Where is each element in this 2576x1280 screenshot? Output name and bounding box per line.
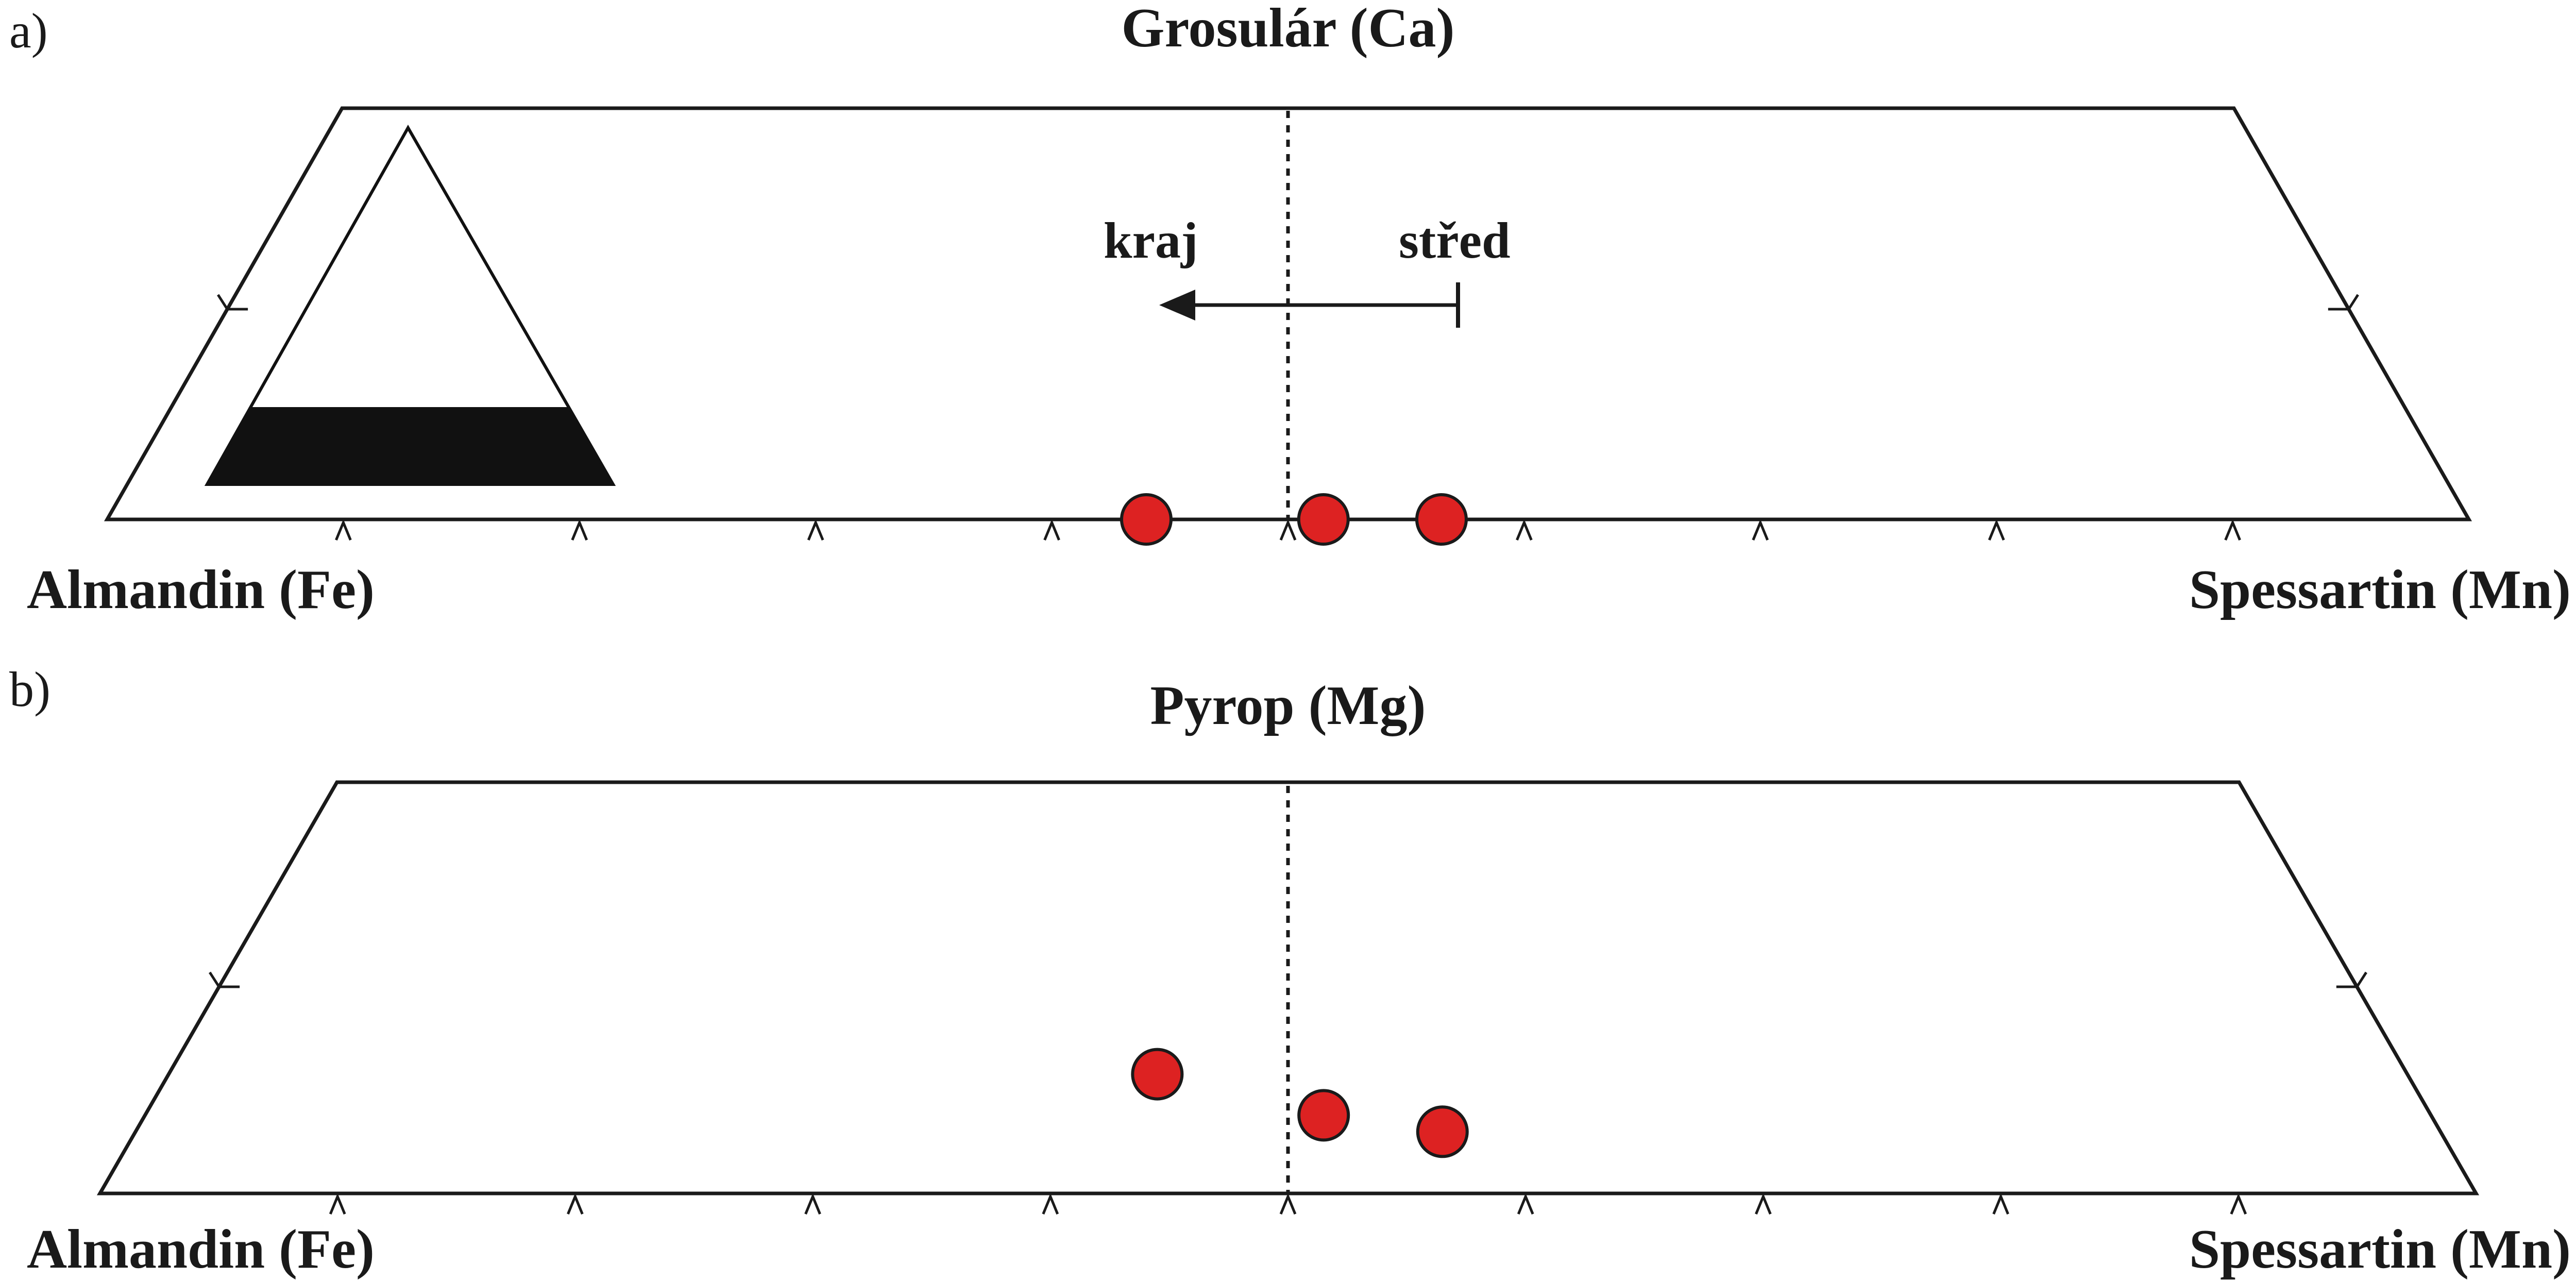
base-tick-mark bbox=[1516, 519, 1533, 541]
data-point bbox=[1120, 493, 1173, 546]
panel-b-label: b) bbox=[9, 662, 50, 717]
panel-a-right-label: Spessartin (Mn) bbox=[2189, 559, 2571, 620]
panel-a: a) Grosulár (Ca) kraj střed Almandin (Fe… bbox=[9, 0, 2571, 620]
base-tick-mark bbox=[2224, 519, 2241, 541]
side-tick-mark bbox=[2336, 971, 2367, 988]
base-tick-mark bbox=[1042, 1193, 1059, 1215]
base-tick-mark bbox=[807, 519, 824, 541]
base-tick-mark bbox=[2230, 1193, 2247, 1215]
panel-b-points bbox=[1131, 1048, 1469, 1158]
panel-a-left-label: Almandin (Fe) bbox=[27, 559, 375, 620]
data-point bbox=[1297, 493, 1350, 546]
arrow-head-icon bbox=[1159, 290, 1195, 321]
inset-triangle-filled-band bbox=[207, 407, 613, 484]
base-tick-mark bbox=[329, 1193, 346, 1215]
base-tick-mark bbox=[1755, 1193, 1772, 1215]
base-tick-mark bbox=[1517, 1193, 1534, 1215]
zoning-arrow: kraj střed bbox=[1104, 212, 1511, 328]
panel-a-ticks bbox=[217, 294, 2359, 541]
base-tick-mark bbox=[1279, 1193, 1297, 1215]
panel-a-apex-label: Grosulár (Ca) bbox=[1122, 0, 1455, 59]
base-tick-mark bbox=[804, 1193, 821, 1215]
data-point bbox=[1297, 1089, 1350, 1142]
panel-b-frame bbox=[96, 780, 2480, 1195]
arrow-end-label: kraj bbox=[1104, 212, 1198, 269]
panel-b-right-label: Spessartin (Mn) bbox=[2189, 1219, 2571, 1280]
panel-b-ticks bbox=[209, 971, 2367, 1215]
base-tick-mark bbox=[335, 519, 352, 541]
base-tick-mark bbox=[1279, 519, 1297, 541]
panel-a-frame bbox=[104, 106, 2472, 521]
data-point bbox=[1416, 1105, 1469, 1158]
panel-b-apex-label: Pyrop (Mg) bbox=[1150, 675, 1426, 736]
base-tick-mark bbox=[571, 519, 588, 541]
data-point bbox=[1131, 1048, 1184, 1101]
panel-a-points bbox=[1120, 493, 1468, 546]
base-tick-mark bbox=[1043, 519, 1060, 541]
inset-triangle bbox=[204, 124, 616, 486]
panel-a-label: a) bbox=[9, 3, 48, 58]
base-tick-mark bbox=[567, 1193, 584, 1215]
side-tick-mark bbox=[2328, 294, 2359, 311]
base-tick-mark bbox=[1992, 1193, 2009, 1215]
side-tick-mark bbox=[217, 294, 248, 311]
inset-triangle-outline bbox=[204, 124, 616, 486]
panel-b-left-label: Almandin (Fe) bbox=[27, 1219, 375, 1280]
side-tick-mark bbox=[209, 971, 240, 988]
panel-b: b) Pyrop (Mg) Almandin (Fe) Spessartin (… bbox=[9, 662, 2571, 1280]
data-point bbox=[1415, 493, 1468, 546]
arrow-start-label: střed bbox=[1399, 212, 1511, 269]
base-tick-mark bbox=[1752, 519, 1769, 541]
base-tick-mark bbox=[1988, 519, 2005, 541]
